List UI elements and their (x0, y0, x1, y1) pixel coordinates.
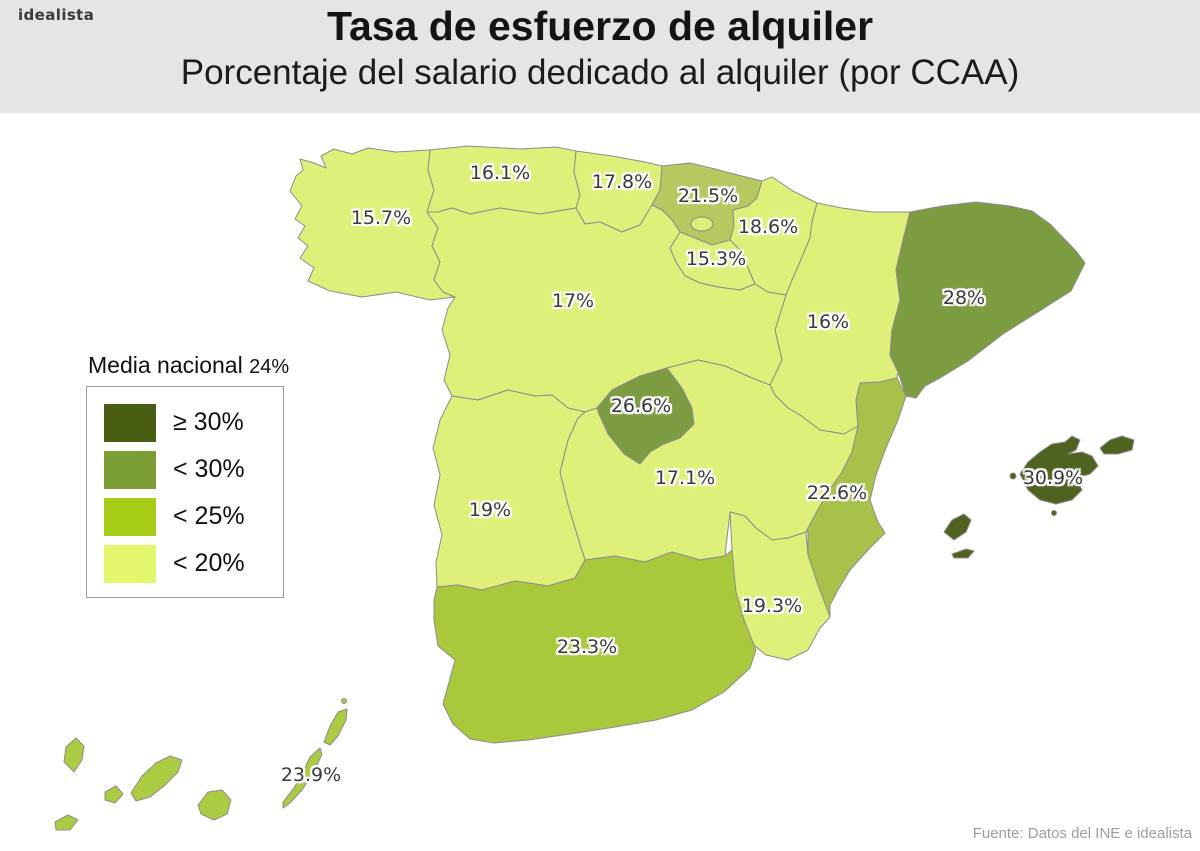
island-lanzarote (323, 708, 348, 746)
region-extremadura (432, 389, 586, 591)
value-label-castilla-la-mancha: 17.1% (654, 467, 716, 489)
legend-swatch-lt-25 (104, 497, 156, 536)
island-la-palma (63, 737, 85, 773)
region-canarias (54, 698, 348, 831)
legend: Media nacional 24% ≥ 30% < 30% < 25% < 2… (86, 352, 289, 598)
enclave-trevino (690, 216, 714, 232)
legend-label-lt-25: < 25% (173, 502, 245, 530)
value-label-navarra: 18.6% (737, 216, 799, 238)
national-average-value: 24% (249, 356, 290, 378)
legend-row: < 30% (104, 446, 283, 493)
legend-swatch-lt-20 (104, 544, 156, 583)
region-andalucia (433, 549, 757, 744)
island-fuerteventura (282, 747, 323, 809)
page-subtitle: Porcentaje del salario dedicado al alqui… (180, 53, 1020, 93)
legend-row: < 20% (104, 540, 283, 587)
legend-label-lt-20: < 20% (173, 549, 245, 577)
value-label-andalucia: 23.3% (556, 636, 618, 658)
value-label-asturias: 16.1% (469, 162, 531, 184)
island-el-hierro (54, 814, 79, 831)
island-la-gomera (104, 785, 124, 804)
value-label-galicia: 15.7% (350, 207, 412, 229)
island-gran-canaria (197, 789, 232, 821)
value-label-la-rioja: 15.3% (685, 248, 747, 270)
value-label-valenciana: 22.6% (806, 482, 868, 504)
island-ibiza (943, 513, 972, 541)
legend-row: ≥ 30% (104, 399, 283, 446)
island-formentera (951, 548, 975, 559)
islet-cabrera (1051, 510, 1057, 516)
page-title: Tasa de esfuerzo de alquiler (326, 3, 874, 49)
value-label-extremadura: 19% (468, 499, 512, 521)
legend-label-lt-30: < 30% (173, 455, 245, 483)
legend-swatch-gte-30 (104, 403, 156, 442)
legend-title: Media nacional 24% (88, 352, 289, 379)
value-label-murcia: 19.3% (741, 595, 803, 617)
value-label-baleares: 30.9% (1022, 467, 1084, 489)
value-label-aragon: 16% (806, 311, 850, 333)
idealista-logo: idealista (18, 6, 95, 24)
island-menorca (1099, 435, 1135, 455)
islet-la-graciosa (341, 698, 347, 704)
legend-title-label: Media nacional (88, 352, 243, 378)
region-cataluna (889, 201, 1086, 399)
region-baleares (943, 435, 1135, 559)
island-mallorca (1019, 435, 1099, 505)
legend-box: ≥ 30% < 30% < 25% < 20% (86, 386, 284, 598)
value-label-madrid: 26.6% (610, 395, 672, 417)
source-attribution: Fuente: Datos del INE e idealista (972, 825, 1192, 842)
legend-row: < 25% (104, 493, 283, 540)
value-label-cantabria: 17.8% (591, 171, 653, 193)
header-band: idealista Tasa de esfuerzo de alquiler P… (0, 0, 1200, 113)
value-label-pais-vasco: 21.5% (677, 185, 739, 207)
value-label-cataluna: 28% (942, 287, 986, 309)
island-tenerife (130, 755, 183, 802)
legend-swatch-lt-30 (104, 450, 156, 489)
islet-dragonera (1009, 472, 1017, 480)
value-label-castilla-y-leon: 17% (551, 290, 595, 312)
legend-label-gte-30: ≥ 30% (173, 408, 244, 436)
value-label-canarias: 23.9% (280, 764, 342, 786)
